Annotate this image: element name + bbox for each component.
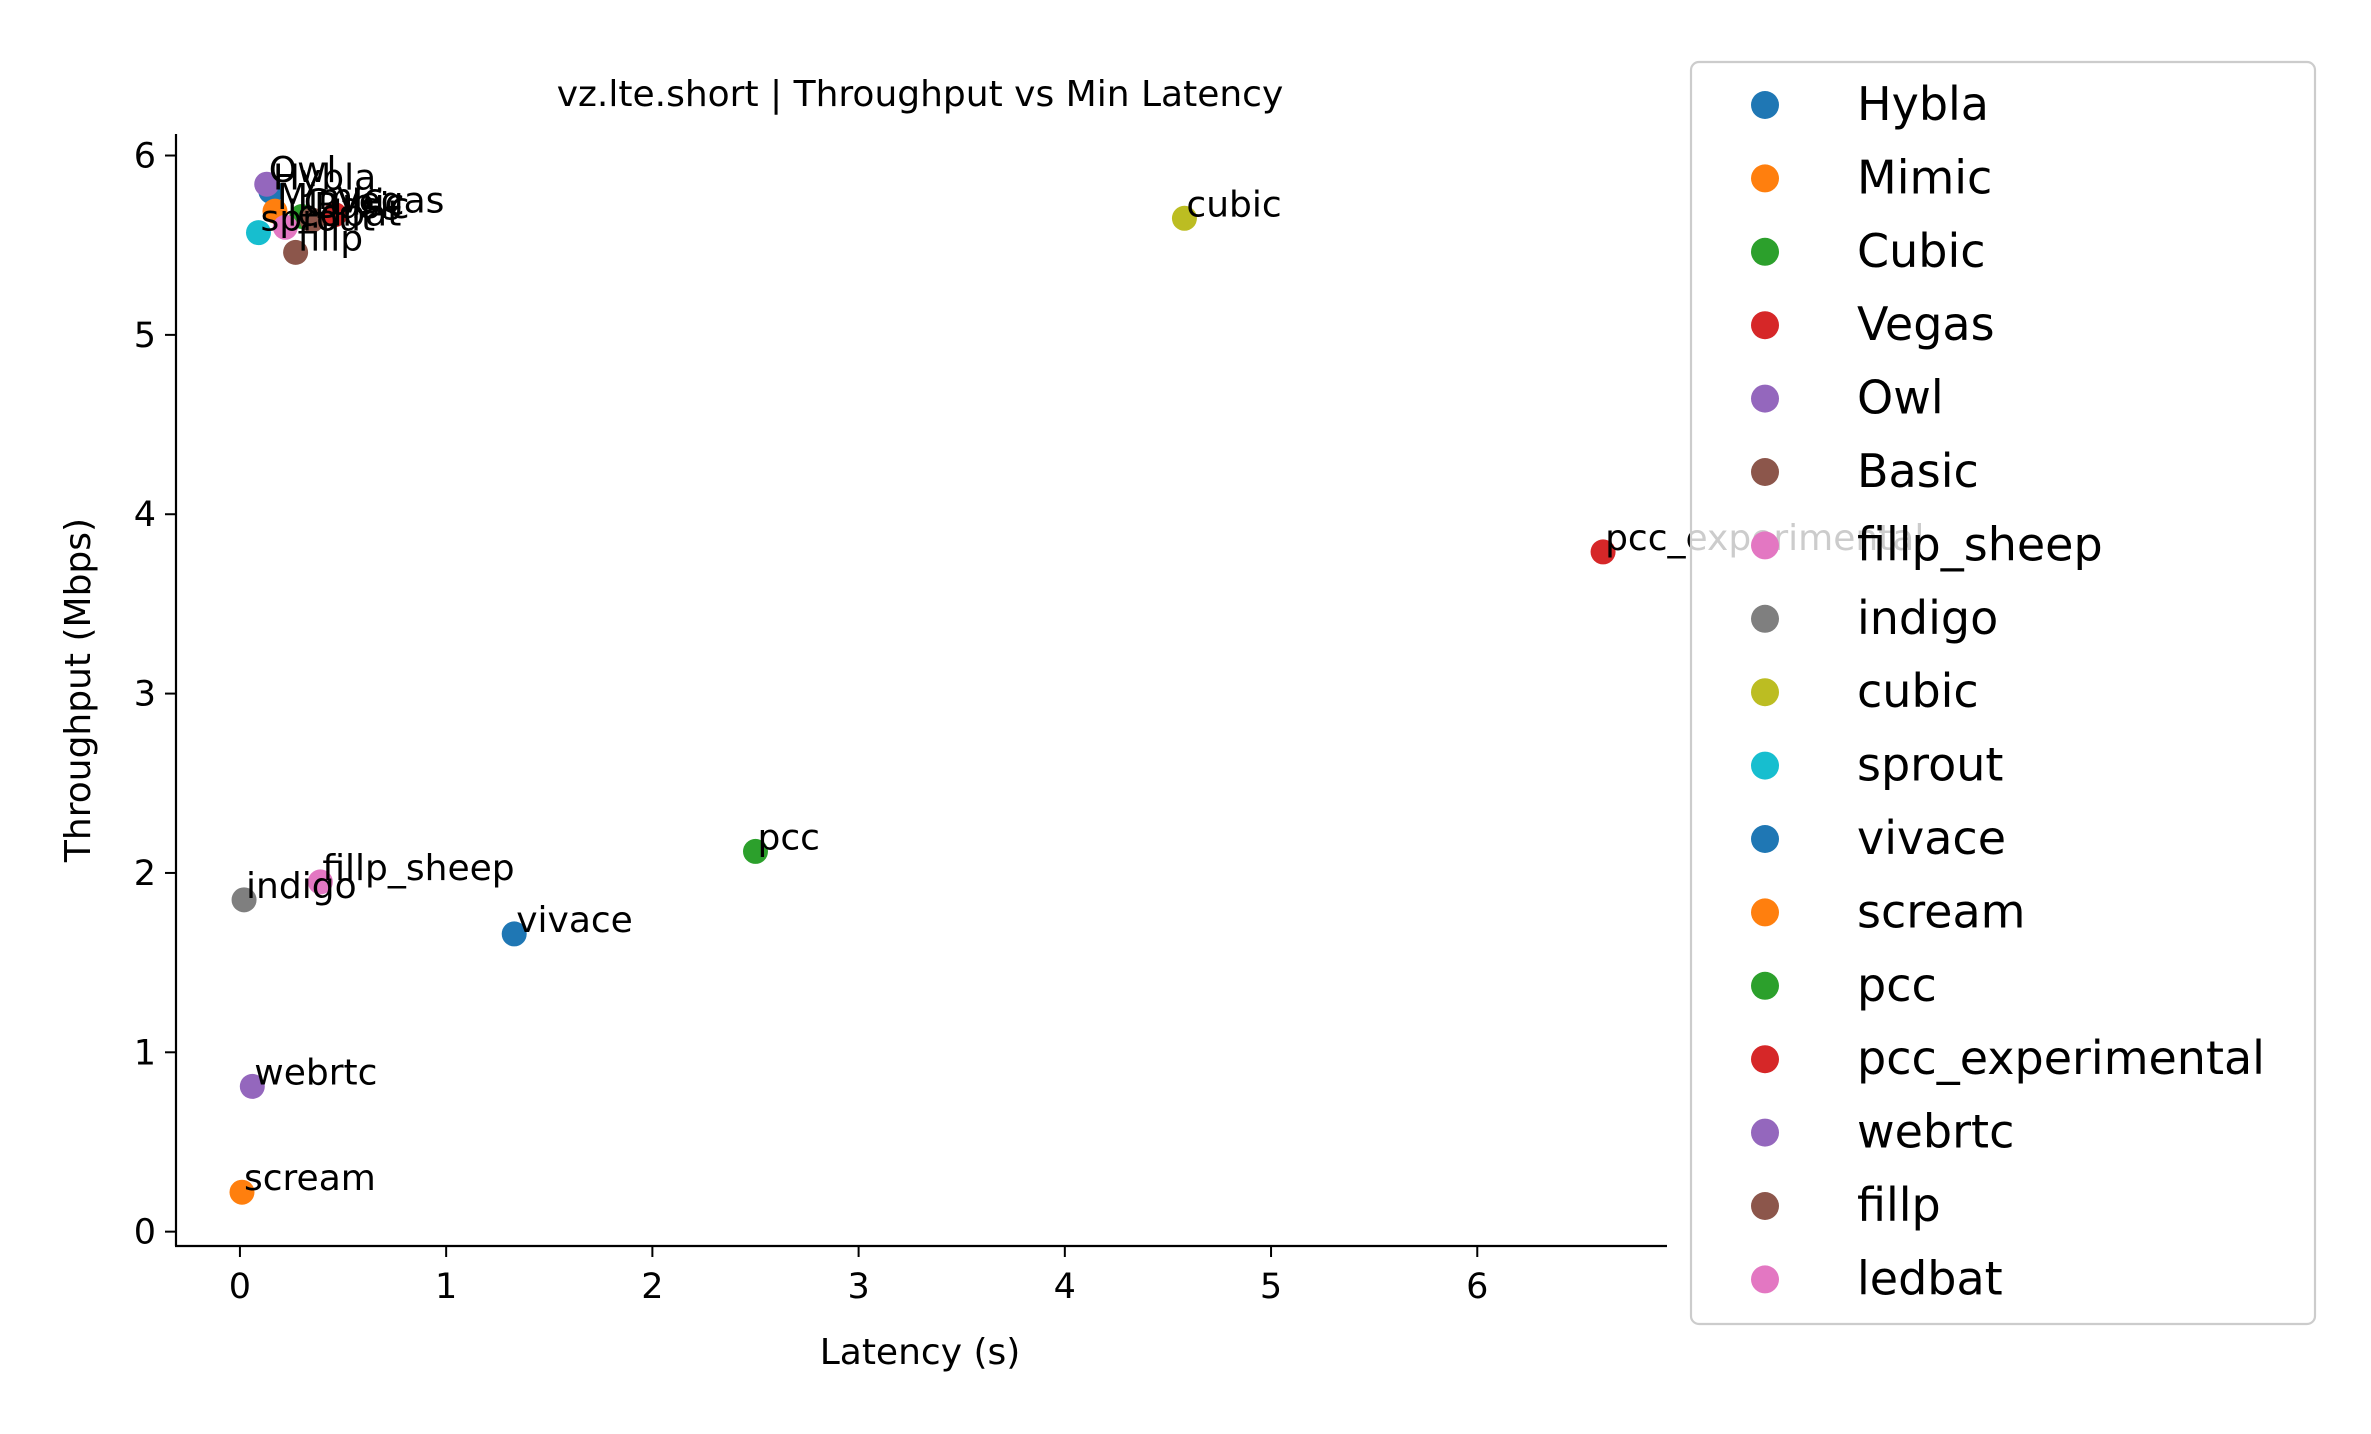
legend-label-sprout: sprout (1857, 738, 2003, 792)
data-point-Vegas (322, 202, 348, 228)
data-point-fillp_sheep (307, 869, 333, 895)
data-point-label-webrtc: webrtc (254, 1052, 377, 1093)
data-point-label-sprout: sprout (260, 199, 375, 240)
legend-marker-webrtc (1751, 1118, 1779, 1147)
data-point-label-pcc: pcc (757, 817, 819, 858)
x-tick-label: 6 (1466, 1267, 1488, 1307)
legend-label-scream: scream (1857, 884, 2025, 938)
legend-label-pcc_experimental: pcc_experimental (1857, 1031, 2265, 1085)
legend-label-Basic: Basic (1857, 444, 1979, 498)
x-tick-label: 0 (229, 1267, 251, 1307)
y-axis-label: Throughput (Mbps) (58, 518, 99, 863)
data-point-label-Cubic: Cubic (304, 183, 405, 224)
data-points (229, 171, 1616, 1205)
legend-marker-Basic (1751, 458, 1779, 486)
y-tick-label: 4 (134, 495, 156, 535)
x-axis-label: Latency (s) (820, 1332, 1021, 1373)
legend-marker-fillp (1751, 1192, 1779, 1220)
chart-title: vz.lte.short | Throughput vs Min Latency (557, 74, 1284, 115)
data-point-label-ledbat: ledbat (287, 193, 401, 234)
legend-label-Cubic: Cubic (1857, 224, 1986, 278)
y-tick-label: 1 (134, 1033, 156, 1073)
legend-marker-Owl (1751, 384, 1779, 413)
legend-label-webrtc: webrtc (1857, 1105, 2014, 1159)
data-point-fillp (283, 239, 309, 265)
legend-marker-Hybla (1751, 91, 1779, 119)
data-point-pcc (742, 838, 768, 864)
data-point-Basic (299, 207, 325, 233)
y-tick-label: 6 (134, 137, 156, 177)
legend-marker-indigo (1751, 604, 1779, 633)
x-tick-label: 3 (847, 1267, 869, 1307)
legend-label-indigo: indigo (1857, 591, 1998, 645)
y-tick-label: 3 (134, 675, 156, 715)
legend-marker-ledbat (1751, 1265, 1779, 1294)
legend-label-Vegas: Vegas (1857, 297, 1995, 351)
x-tick-label: 5 (1260, 1267, 1282, 1307)
legend-label-Mimic: Mimic (1857, 150, 1992, 204)
y-tick-label: 2 (134, 854, 156, 894)
legend-marker-scream (1751, 898, 1779, 927)
legend-label-cubic: cubic (1857, 664, 1979, 718)
data-point-label-fillp_sheep: fillp_sheep (322, 848, 514, 889)
legend-marker-Cubic (1751, 237, 1779, 266)
data-point-webrtc (239, 1073, 265, 1099)
legend-frame (1689, 60, 2317, 1326)
y-tick-label: 0 (134, 1213, 156, 1253)
data-point-label-indigo: indigo (246, 866, 357, 907)
legend-marker-Vegas (1751, 311, 1779, 340)
data-point-Owl (254, 171, 280, 197)
x-axis-ticks: 0 1 2 3 4 5 6 (229, 1246, 1488, 1307)
data-point-cubic (1171, 205, 1197, 231)
legend-label-Owl: Owl (1857, 371, 1944, 425)
data-point-scream (229, 1179, 255, 1205)
x-tick-label: 4 (1054, 1267, 1076, 1307)
legend-label-fillp: fillp (1857, 1178, 1941, 1232)
legend-marker-pcc (1751, 971, 1779, 1000)
data-point-label-vivace: vivace (516, 900, 633, 941)
data-point-indigo (231, 887, 257, 913)
data-point-label-Mimic: Mimic (277, 177, 383, 218)
x-tick-label: 2 (641, 1267, 663, 1307)
legend-label-Hybla: Hybla (1857, 77, 1989, 131)
data-point-sprout (245, 220, 271, 246)
data-point-pcc_experimental (1590, 539, 1616, 565)
data-point-vivace (501, 921, 527, 947)
x-tick-label: 1 (435, 1267, 457, 1307)
data-point-label-scream: scream (244, 1158, 376, 1199)
legend: Hybla Mimic Cubic Vegas Owl Basic fillp_sheepi… (1689, 60, 2317, 1326)
data-point-label-Hybla: Hybla (273, 157, 376, 198)
legend-marker-vivace (1751, 825, 1779, 853)
y-axis-ticks: 0 1 2 3 4 5 6 (134, 137, 176, 1253)
legend-marker-Mimic (1751, 164, 1779, 193)
legend-marker-cubic (1751, 678, 1779, 707)
y-tick-label: 5 (134, 316, 156, 356)
legend-marker-sprout (1751, 751, 1779, 780)
legend-marker-fillp_sheep (1751, 531, 1779, 560)
legend-label-pcc: pcc (1857, 958, 1937, 1012)
data-point-ledbat (272, 214, 298, 240)
plot-area (174, 134, 1667, 1248)
data-point-label-cubic: cubic (1186, 184, 1281, 225)
legend-label-fillp_sheep: fillp_sheep (1857, 517, 2103, 571)
legend-label-vivace: vivace (1857, 811, 2006, 865)
legend-label-ledbat: ledbat (1857, 1251, 2003, 1305)
data-point-label-Basic: Basic (314, 186, 409, 227)
data-point-label-fillp: fillp (298, 218, 364, 259)
data-point-label-Vegas: Vegas (337, 181, 445, 222)
legend-marker-pcc_experimental (1751, 1045, 1779, 1074)
data-point-label-Owl: Owl (269, 150, 337, 191)
